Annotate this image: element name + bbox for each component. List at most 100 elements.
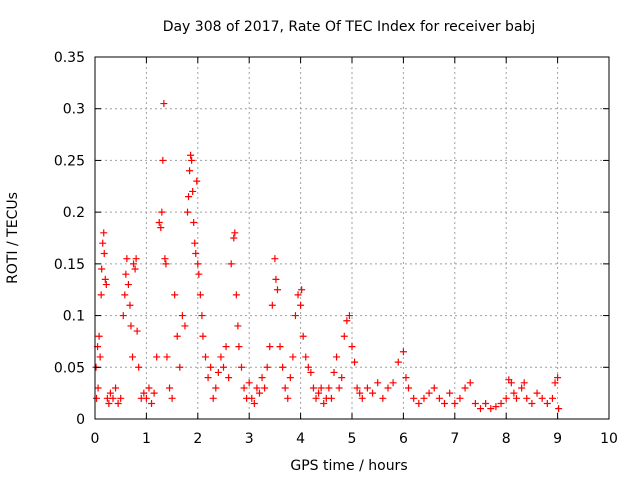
data-point — [187, 151, 195, 159]
data-point — [198, 312, 206, 320]
x-tick-label: 6 — [399, 431, 408, 447]
data-point — [93, 394, 101, 402]
data-point — [195, 270, 203, 278]
data-point — [512, 394, 520, 402]
data-point — [307, 368, 315, 376]
data-point — [202, 353, 210, 361]
chart-title: Day 308 of 2017, Rate Of TEC Index for r… — [163, 19, 536, 35]
data-point — [497, 399, 505, 407]
data-point — [399, 348, 407, 356]
axis-ticks: 0 1 2 3 4 5 6 7 8 9 10 0 0.05 0.1 0.15 0.2 0.25 0.3 0.35 — [54, 50, 618, 447]
data-point — [122, 270, 130, 278]
data-point — [119, 312, 127, 320]
data-point — [333, 353, 341, 361]
data-point — [356, 389, 364, 397]
data-point — [298, 286, 306, 294]
data-point — [286, 374, 294, 382]
data-point — [196, 291, 204, 299]
x-tick-label: 5 — [348, 431, 357, 447]
data-point — [348, 343, 356, 351]
data-point — [343, 317, 351, 325]
y-tick-label: 0.15 — [54, 257, 85, 273]
data-point — [189, 187, 197, 195]
data-point — [222, 343, 230, 351]
data-point — [279, 363, 287, 371]
data-point — [266, 343, 274, 351]
data-point — [161, 255, 169, 263]
data-point — [212, 384, 220, 392]
data-point — [451, 399, 459, 407]
data-point — [271, 255, 279, 263]
data-point — [461, 384, 469, 392]
data-point — [217, 353, 225, 361]
data-point — [214, 368, 222, 376]
data-point — [456, 394, 464, 402]
data-point — [309, 384, 317, 392]
data-point — [299, 332, 307, 340]
data-point — [315, 389, 323, 397]
data-point — [518, 384, 526, 392]
data-point — [507, 379, 515, 387]
x-tick-label: 3 — [245, 431, 254, 447]
y-tick-label: 0.2 — [63, 205, 85, 221]
data-point — [487, 405, 495, 413]
data-point — [351, 358, 359, 366]
data-point — [389, 379, 397, 387]
data-point — [374, 379, 382, 387]
data-point — [291, 312, 299, 320]
data-point — [405, 384, 413, 392]
data-point — [471, 399, 479, 407]
data-point — [317, 384, 325, 392]
data-point — [157, 224, 165, 232]
data-point — [126, 301, 134, 309]
data-point — [98, 265, 106, 273]
data-point — [320, 399, 328, 407]
data-point — [255, 389, 263, 397]
data-point — [188, 156, 196, 164]
data-point — [199, 332, 207, 340]
data-point — [415, 399, 423, 407]
data-point — [235, 343, 243, 351]
data-point — [95, 332, 103, 340]
data-point — [435, 394, 443, 402]
data-point — [130, 260, 138, 268]
data-point — [325, 384, 333, 392]
data-point — [402, 374, 410, 382]
data-point — [159, 156, 167, 164]
data-point — [194, 260, 202, 268]
x-tick-label: 0 — [91, 431, 100, 447]
data-point — [250, 399, 258, 407]
data-point — [191, 239, 199, 247]
data-point — [340, 332, 348, 340]
data-point — [425, 389, 433, 397]
data-point — [97, 291, 105, 299]
data-point — [353, 384, 361, 392]
data-point — [181, 322, 189, 330]
y-tick-label: 0.1 — [63, 309, 85, 325]
data-point — [230, 234, 238, 242]
data-point — [178, 312, 186, 320]
data-point — [297, 301, 305, 309]
data-point — [551, 379, 559, 387]
data-point — [153, 353, 161, 361]
data-point — [100, 229, 108, 237]
x-tick-label: 7 — [450, 431, 459, 447]
data-point — [100, 250, 108, 258]
data-point — [384, 384, 392, 392]
data-point — [345, 312, 353, 320]
data-point — [482, 399, 490, 407]
y-tick-label: 0.05 — [54, 360, 85, 376]
data-point — [155, 218, 163, 226]
data-point — [193, 177, 201, 185]
data-point — [184, 208, 192, 216]
data-point — [123, 255, 131, 263]
data-point — [335, 384, 343, 392]
data-point — [185, 193, 193, 201]
data-point — [220, 363, 227, 371]
y-tick-label: 0.25 — [54, 153, 85, 169]
data-point — [253, 384, 261, 392]
data-point — [234, 322, 242, 330]
data-point — [538, 394, 546, 402]
y-axis-label: ROTI / TECUs — [5, 192, 21, 284]
